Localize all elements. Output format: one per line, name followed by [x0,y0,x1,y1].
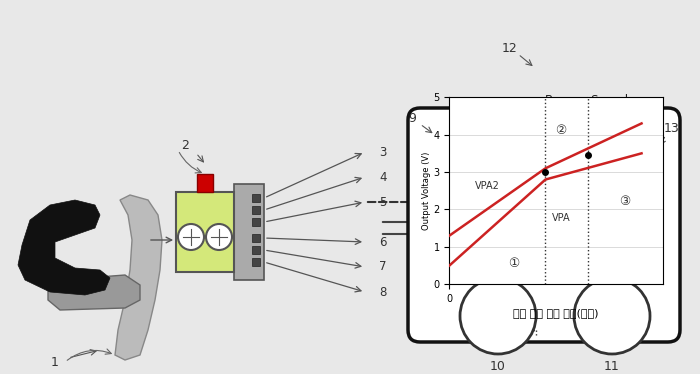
FancyBboxPatch shape [252,246,260,254]
Text: Beeper Sound: Beeper Sound [545,94,629,107]
Polygon shape [18,200,110,295]
Text: 12: 12 [502,42,518,55]
Text: ②: ② [555,125,566,137]
FancyBboxPatch shape [252,206,260,214]
Text: 8: 8 [379,285,386,298]
FancyBboxPatch shape [197,174,213,192]
Polygon shape [535,110,555,125]
Text: 13: 13 [664,122,680,135]
Text: 3: 3 [379,145,386,159]
X-axis label: 가속 페달 받는 정도(각도): 가속 페달 받는 정도(각도) [513,308,599,318]
Text: 5: 5 [379,196,386,208]
Text: 11: 11 [604,359,620,373]
Text: 7: 7 [379,261,386,273]
Text: EPA2: EPA2 [190,252,206,257]
Circle shape [178,224,204,250]
Text: 10: 10 [490,359,506,373]
Text: 4: 4 [379,171,386,184]
Text: 2: 2 [181,138,189,151]
Text: 9: 9 [408,111,416,125]
Y-axis label: Output Voltage (V): Output Voltage (V) [421,151,430,230]
FancyBboxPatch shape [252,234,260,242]
FancyBboxPatch shape [176,192,234,272]
Circle shape [460,278,536,354]
FancyBboxPatch shape [234,184,264,280]
Text: VCP2: VCP2 [190,264,206,269]
FancyBboxPatch shape [408,108,680,342]
Text: VPA: VPA [552,213,570,223]
FancyBboxPatch shape [252,218,260,226]
Text: VCP: VCP [192,224,204,229]
Circle shape [574,278,650,354]
Text: 6: 6 [379,236,386,248]
Text: EPA: EPA [193,212,204,217]
Text: ①: ① [508,257,519,270]
Text: VPA2: VPA2 [190,240,206,245]
Text: VPA2: VPA2 [475,181,500,191]
FancyBboxPatch shape [252,194,260,202]
Circle shape [206,224,232,250]
Text: VPA: VPA [192,200,204,205]
Polygon shape [115,195,162,360]
Polygon shape [48,275,140,310]
FancyBboxPatch shape [252,258,260,266]
Circle shape [542,105,547,110]
Text: ③: ③ [619,196,630,208]
Text: 1: 1 [51,356,59,368]
